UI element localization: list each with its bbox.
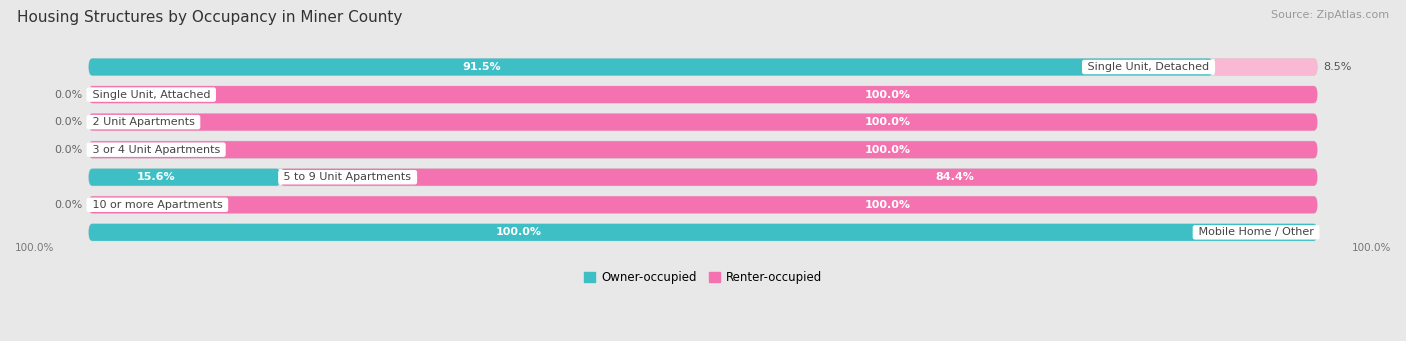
- FancyBboxPatch shape: [89, 196, 1317, 213]
- Text: 5 to 9 Unit Apartments: 5 to 9 Unit Apartments: [280, 172, 415, 182]
- FancyBboxPatch shape: [89, 141, 1317, 158]
- Text: 84.4%: 84.4%: [935, 172, 974, 182]
- Text: 100.0%: 100.0%: [1351, 243, 1391, 253]
- Text: 0.0%: 0.0%: [55, 200, 83, 210]
- FancyBboxPatch shape: [89, 114, 1317, 131]
- Text: 100.0%: 100.0%: [496, 227, 541, 237]
- FancyBboxPatch shape: [89, 114, 1317, 131]
- FancyBboxPatch shape: [89, 58, 1317, 76]
- Text: 91.5%: 91.5%: [463, 62, 502, 72]
- Text: 10 or more Apartments: 10 or more Apartments: [89, 200, 226, 210]
- Text: Housing Structures by Occupancy in Miner County: Housing Structures by Occupancy in Miner…: [17, 10, 402, 25]
- FancyBboxPatch shape: [89, 169, 1317, 186]
- Text: Source: ZipAtlas.com: Source: ZipAtlas.com: [1271, 10, 1389, 20]
- Text: 0.0%: 0.0%: [55, 145, 83, 155]
- Text: Single Unit, Attached: Single Unit, Attached: [89, 90, 214, 100]
- Text: 8.5%: 8.5%: [1323, 62, 1351, 72]
- Text: 2 Unit Apartments: 2 Unit Apartments: [89, 117, 198, 127]
- Text: 100.0%: 100.0%: [865, 200, 910, 210]
- FancyBboxPatch shape: [89, 224, 1317, 241]
- Text: 0.0%: 0.0%: [55, 90, 83, 100]
- FancyBboxPatch shape: [89, 169, 280, 186]
- Text: Single Unit, Detached: Single Unit, Detached: [1084, 62, 1213, 72]
- Text: Mobile Home / Other: Mobile Home / Other: [1195, 227, 1317, 237]
- Text: 100.0%: 100.0%: [865, 90, 910, 100]
- Legend: Owner-occupied, Renter-occupied: Owner-occupied, Renter-occupied: [579, 266, 827, 288]
- FancyBboxPatch shape: [89, 58, 1213, 76]
- FancyBboxPatch shape: [89, 141, 1317, 158]
- Text: 100.0%: 100.0%: [865, 117, 910, 127]
- Text: 3 or 4 Unit Apartments: 3 or 4 Unit Apartments: [89, 145, 224, 155]
- FancyBboxPatch shape: [1213, 58, 1317, 76]
- Text: 100.0%: 100.0%: [15, 243, 55, 253]
- FancyBboxPatch shape: [89, 86, 1317, 103]
- FancyBboxPatch shape: [89, 224, 1317, 241]
- Text: 15.6%: 15.6%: [136, 172, 176, 182]
- FancyBboxPatch shape: [89, 196, 1317, 213]
- Text: 0.0%: 0.0%: [55, 117, 83, 127]
- FancyBboxPatch shape: [280, 169, 1317, 186]
- Text: 100.0%: 100.0%: [865, 145, 910, 155]
- FancyBboxPatch shape: [89, 86, 1317, 103]
